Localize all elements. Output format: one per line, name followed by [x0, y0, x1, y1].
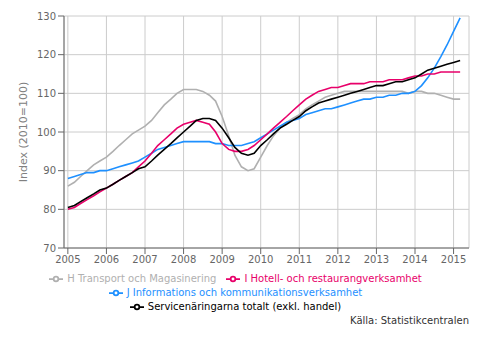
svg-text:70: 70: [43, 243, 56, 254]
svg-text:80: 80: [43, 204, 56, 215]
html-text:Källa: Statistikcentralen: Källa: Statistikcentralen: [350, 315, 469, 326]
svg-text:2006: 2006: [94, 254, 119, 265]
svg-text:2011: 2011: [287, 254, 312, 265]
svg-text:2012: 2012: [325, 254, 350, 265]
svg-text:130: 130: [37, 11, 56, 22]
svg-text:2009: 2009: [209, 254, 234, 265]
svg-text:2015: 2015: [441, 254, 466, 265]
svg-text:120: 120: [37, 49, 56, 60]
html-text:Servicenäringarna totalt (exkl: Servicenäringarna totalt (exkl. handel): [147, 301, 342, 312]
svg-text:2008: 2008: [171, 254, 196, 265]
svg-text:2007: 2007: [132, 254, 157, 265]
svg-text:90: 90: [43, 165, 56, 176]
html-text:I Hotell- och restaurangverksa: I Hotell- och restaurangverksamhet: [244, 273, 422, 284]
html-text:J Informations och kommunikati: J Informations och kommunikationsverksam…: [126, 287, 363, 298]
svg-text:2013: 2013: [364, 254, 389, 265]
svg-text:Index (2010=100): Index (2010=100): [17, 82, 30, 183]
svg-text:110: 110: [37, 88, 56, 99]
svg-text:2005: 2005: [55, 254, 80, 265]
svg-text:2014: 2014: [402, 254, 427, 265]
html-text:H Transport och Magasinering: H Transport och Magasinering: [67, 273, 217, 284]
svg-text:100: 100: [37, 127, 56, 138]
svg-text:2010: 2010: [248, 254, 273, 265]
